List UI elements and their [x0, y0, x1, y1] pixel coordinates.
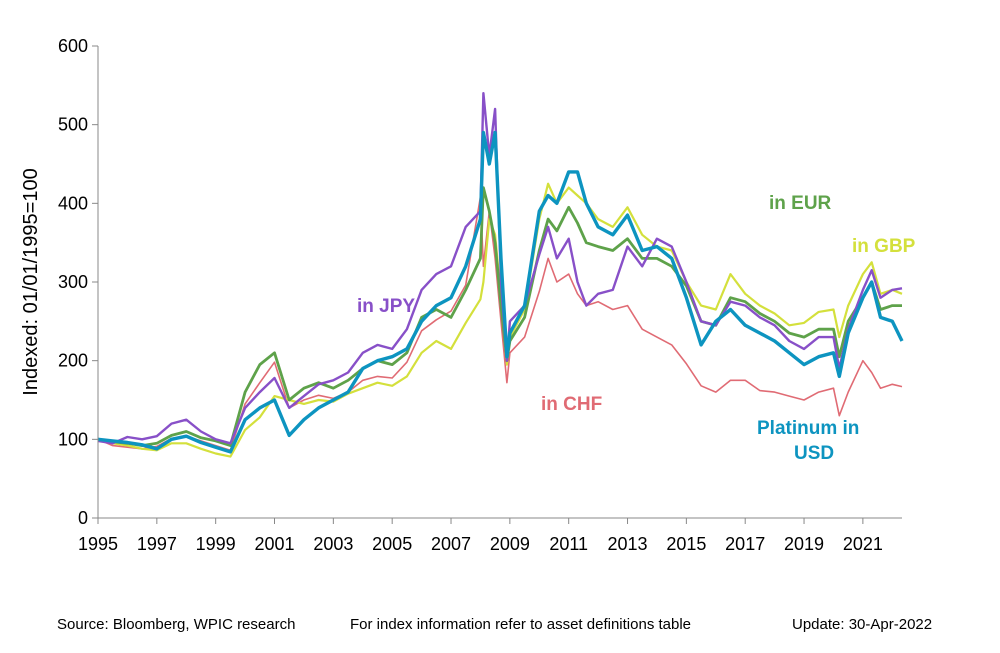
y-tick-label: 300 [58, 272, 88, 292]
index-note: For index information refer to asset def… [350, 616, 692, 633]
line-chart: Indexed: 01/01/1995=100 0 100 200 300 400 500… [20, 36, 916, 554]
x-tick-label: 2015 [666, 534, 706, 554]
y-axis-title: Indexed: 01/01/1995=100 [20, 168, 42, 395]
x-axis: 1995 1997 1999 2001 2003 2005 2007 2009 2011 2013… [78, 518, 883, 554]
x-tick-label: 2005 [372, 534, 412, 554]
x-tick-label: 2021 [843, 534, 883, 554]
y-tick-label: 500 [58, 115, 88, 135]
x-tick-label: 2007 [431, 534, 471, 554]
series-line-in-chf [97, 196, 903, 452]
x-tick-label: 2019 [784, 534, 824, 554]
series-lines [97, 91, 904, 458]
y-tick-label: 100 [58, 429, 88, 449]
label-eur: in EUR [769, 193, 832, 214]
label-usd-line1: Platinum in [757, 418, 859, 439]
y-axis: 0 100 200 300 400 500 600 [58, 36, 98, 528]
label-chf: in CHF [541, 394, 602, 415]
source-note: Source: Bloomberg, WPIC research [57, 616, 296, 633]
x-tick-label: 2003 [313, 534, 353, 554]
x-tick-label: 2011 [549, 534, 588, 554]
x-tick-label: 1997 [137, 534, 177, 554]
series-line-platinum-in-usd [97, 130, 904, 454]
x-tick-label: 2013 [608, 534, 648, 554]
x-tick-label: 2017 [725, 534, 765, 554]
x-tick-label: 1995 [78, 534, 118, 554]
label-gbp: in GBP [852, 236, 916, 257]
x-tick-label: 1999 [196, 534, 236, 554]
y-tick-label: 0 [78, 508, 88, 528]
label-jpy: in JPY [357, 296, 415, 317]
label-usd-line2: USD [794, 443, 834, 464]
y-tick-label: 400 [58, 193, 88, 213]
x-tick-label: 2009 [490, 534, 530, 554]
y-tick-label: 600 [58, 36, 88, 56]
update-date: Update: 30-Apr-2022 [792, 616, 933, 633]
x-tick-label: 2001 [254, 534, 294, 554]
y-tick-label: 200 [58, 351, 88, 371]
